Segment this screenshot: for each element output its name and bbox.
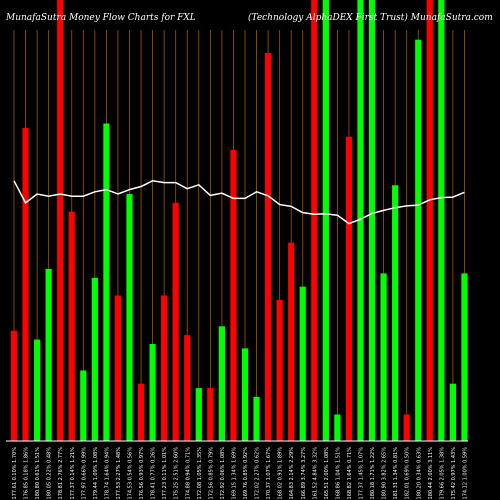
x-tick-label: 168.02 0.91% 1.89% (278, 447, 284, 500)
bar (57, 0, 64, 441)
x-tick-label: 180.80 0.61% 1.51% (35, 447, 41, 500)
x-tick-label: 164.83 2.14% 2.29% (289, 447, 295, 500)
x-tick-label: 172.02 2.27% 0.62% (255, 447, 261, 500)
x-tick-label: 177.37 1.45% 1.07% (359, 447, 365, 500)
bar (218, 326, 225, 441)
bar (380, 273, 387, 441)
x-tick-label: 175.25 2.51% 2.60% (174, 447, 180, 500)
bar (114, 295, 122, 441)
chart-title: MunafaSutra Money Flow Charts for FXL (6, 13, 196, 23)
x-tick-label: 174.88 0.94% 0.71% (185, 447, 191, 500)
x-tick-label: 172.92 0.06% 1.08% (220, 447, 226, 500)
x-tick-label: 181.31 1.34% 0.81% (393, 447, 399, 500)
x-tick-label: 174.53 0.54% 0.56% (128, 447, 134, 500)
bar (91, 277, 98, 441)
bar (161, 295, 168, 441)
bar (68, 211, 75, 441)
x-tick-label: 180.05 0.22% 0.48% (47, 447, 53, 500)
x-tick-label: 180.44 2.00% 3.11% (428, 447, 434, 500)
x-tick-label: 170.37 1.07% 1.67% (266, 447, 272, 500)
x-tick-label: 177.37 0.14% 1.21% (70, 447, 76, 500)
bar (276, 299, 283, 441)
flow-line (13, 180, 465, 225)
x-tick-labels: 177.61 0.10% 1.70% 176.85 0.18% 1.86% 180.… (12, 447, 468, 500)
x-tick-label: 178.41 0.77% 0.26% (151, 447, 157, 500)
bar (45, 269, 52, 441)
bar (149, 343, 156, 441)
bar (449, 383, 456, 441)
bar (80, 370, 87, 441)
x-tick-label: 178.81 2.76% 2.77% (58, 447, 64, 500)
bar (334, 414, 341, 441)
x-tick-label: 172.08 1.05% 1.35% (197, 447, 203, 500)
x-tick-label: 166.89 3.74% 3.27% (301, 447, 307, 500)
bar (403, 414, 410, 441)
x-tick-label: 177.97 0.66% 0.99% (81, 447, 87, 500)
x-tick-label: 180.20 0.34% 0.63% (416, 447, 422, 500)
x-tick-label: 179.44 1.09% 1.08% (93, 447, 99, 500)
bar-series (10, 0, 468, 442)
chart-subtitle: (Technology AlphaDEX First Trust) Munafa… (248, 13, 493, 23)
x-tick-label: 178.74 1.64% 0.94% (104, 447, 110, 500)
bar (368, 0, 376, 441)
x-tick-label: 180.90 3.82% 2.65% (382, 447, 388, 500)
bar (195, 388, 202, 441)
bar (184, 335, 191, 441)
bar (299, 286, 306, 441)
x-tick-label: 182.01 0.69% 0.50% (405, 447, 411, 500)
x-tick-label: 180.18 1.71% 1.22% (370, 447, 376, 500)
bar (103, 123, 110, 441)
bar (288, 242, 295, 441)
bar (230, 149, 237, 441)
x-tick-label: 168.86 1.04% 1.51% (335, 447, 341, 500)
x-tick-label: 179.66 2.05% 1.38% (439, 447, 445, 500)
x-tick-label: 177.23 0.11% 1.01% (162, 447, 168, 500)
bar (253, 396, 260, 441)
x-tick-label: 161.52 4.84% 3.32% (312, 447, 318, 500)
bar (426, 0, 433, 441)
bar (22, 127, 29, 441)
x-tick-label: 172.56 0.85% 0.79% (208, 447, 214, 500)
x-tick-label: 168.82 1.64% 0.71% (347, 447, 353, 500)
bar (126, 194, 133, 441)
bar (392, 185, 399, 441)
bar (345, 136, 353, 441)
bar (357, 0, 364, 441)
x-tick-label: 176.85 0.18% 1.86% (24, 447, 30, 500)
bar (322, 0, 329, 441)
x-tick-label: 165.51 2.00% 1.08% (324, 447, 330, 500)
x-tick-label: 176.56 0.93% 0.97% (139, 447, 145, 500)
bar (137, 383, 145, 441)
bar (34, 339, 41, 441)
bar (311, 0, 318, 441)
x-tick-label: 175.42 0.97% 1.43% (451, 447, 457, 500)
bar (207, 388, 214, 441)
x-tick-label: 169.15 1.34% 1.69% (231, 447, 237, 500)
x-tick-label: 174.12 1.00% 0.59% (462, 447, 468, 500)
bar (438, 0, 445, 441)
bar (265, 52, 272, 442)
x-tick-label: 177.53 2.27% 1.48% (116, 447, 122, 500)
bar (461, 273, 468, 441)
bar (415, 39, 422, 441)
bar (172, 202, 179, 441)
bar (241, 348, 249, 441)
x-tick-label: 169.76 0.85% 0.92% (243, 447, 249, 500)
x-tick-label: 177.61 0.10% 1.70% (12, 447, 18, 500)
bar (10, 330, 18, 441)
